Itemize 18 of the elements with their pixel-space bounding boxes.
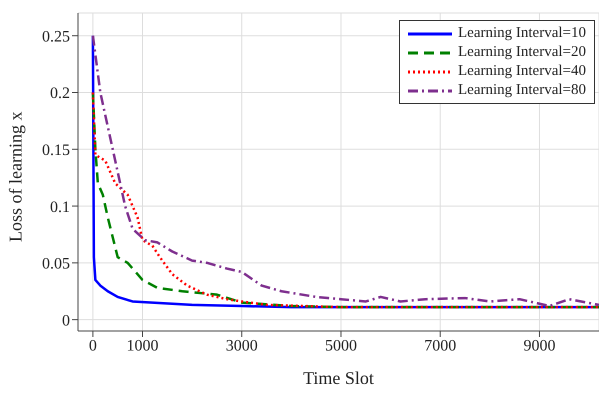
y-tick-label: 0.2 <box>50 85 70 102</box>
y-tick-label: 0 <box>62 312 70 330</box>
x-tick-label: 1000 <box>126 337 159 354</box>
x-axis-title: Time Slot <box>303 368 374 388</box>
x-tick-label: 3000 <box>226 337 258 354</box>
legend-label: Learning Interval=20 <box>458 43 586 62</box>
y-tick-label: 0.15 <box>42 142 70 159</box>
y-tick-label: 0.25 <box>42 28 70 46</box>
x-tick-label: 5000 <box>324 337 357 354</box>
x-tick-label: 0 <box>88 337 97 354</box>
legend-label: Learning Interval=40 <box>458 62 586 81</box>
y-tick-label: 0.05 <box>42 256 70 273</box>
x-tick-label: 9000 <box>523 337 556 354</box>
y-axis-title: Loss of learning x <box>5 112 26 242</box>
x-tick-label: 7000 <box>424 337 456 354</box>
legend-label: Learning Interval=80 <box>458 81 586 100</box>
legend-label: Learning Interval=10 <box>458 24 586 43</box>
y-tick-label: 0.1 <box>50 198 70 216</box>
